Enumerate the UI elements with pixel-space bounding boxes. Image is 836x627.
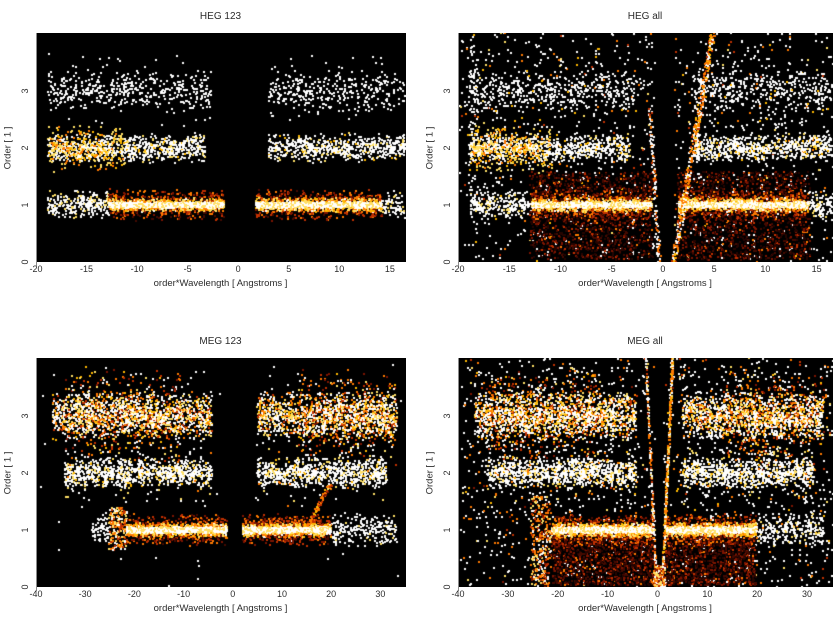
x-tick-label: -5	[183, 264, 192, 274]
x-tick-label: -10	[553, 264, 567, 274]
x-tick-label: 5	[711, 264, 717, 274]
x-tick-label: -15	[80, 264, 94, 274]
panel-title: MEG all	[627, 336, 663, 347]
x-axis-label: order*Wavelength [ Angstroms ]	[153, 278, 288, 289]
x-tick-label: -15	[502, 264, 516, 274]
y-tick-label: 0	[442, 584, 452, 590]
x-tick-label: 0	[235, 264, 241, 274]
panel-meg-all: MEG all Order [ 1 ] order*Wavelength [ A…	[425, 336, 833, 614]
x-tick-label: -30	[501, 589, 515, 599]
y-tick-label: 0	[20, 259, 30, 265]
x-tick-label: 20	[752, 589, 763, 599]
panel-heg-all: HEG all Order [ 1 ] order*Wavelength [ A…	[425, 11, 833, 289]
y-axis-label: Order [ 1 ]	[2, 451, 14, 494]
x-tick-label: -20	[551, 589, 565, 599]
x-tick-label: 10	[334, 264, 345, 274]
y-tick-label: 3	[442, 88, 452, 94]
y-tick-label: 0	[20, 584, 30, 590]
axis-spine	[36, 262, 37, 266]
x-tick-label: 30	[375, 589, 386, 599]
y-axis-label: Order [ 1 ]	[424, 126, 436, 169]
y-axis-label: Order [ 1 ]	[2, 126, 14, 169]
x-tick-label: -30	[78, 589, 92, 599]
x-tick-label: 0	[230, 589, 236, 599]
x-axis-label: order*Wavelength [ Angstroms ]	[578, 278, 712, 289]
x-tick-label: 20	[326, 589, 337, 599]
x-axis-label: order*Wavelength [ Angstroms ]	[153, 603, 288, 614]
axis-spine	[458, 587, 459, 591]
y-tick-label: 1	[20, 527, 30, 533]
y-tick-label: 3	[20, 88, 30, 94]
axis-spine	[458, 262, 459, 266]
heatmap-canvas	[36, 358, 406, 587]
y-tick-label: 1	[20, 202, 30, 208]
axis-spine	[36, 587, 37, 591]
panel-title: HEG all	[627, 11, 663, 22]
x-tick-label: 0	[660, 264, 666, 274]
x-axis-label: order*Wavelength [ Angstroms ]	[578, 603, 712, 614]
x-tick-label: 15	[384, 264, 395, 274]
heatmap-canvas	[458, 358, 833, 587]
heatmap-canvas	[36, 33, 406, 262]
x-tick-label: 5	[286, 264, 292, 274]
panel-meg-123: MEG 123 Order [ 1 ] order*Wavelength [ A…	[3, 336, 406, 614]
y-tick-label: 1	[442, 202, 452, 208]
x-tick-label: 10	[760, 264, 771, 274]
panel-heg-123: HEG 123 Order [ 1 ] order*Wavelength [ A…	[3, 11, 406, 289]
y-tick-label: 2	[442, 470, 452, 476]
x-tick-label: -5	[607, 264, 616, 274]
y-tick-label: 3	[442, 413, 452, 419]
x-tick-label: -10	[177, 589, 191, 599]
x-tick-label: 10	[702, 589, 713, 599]
y-tick-label: 0	[442, 259, 452, 265]
x-tick-label: -10	[130, 264, 144, 274]
y-axis-label: Order [ 1 ]	[424, 451, 436, 494]
panel-title: MEG 123	[199, 336, 242, 347]
x-tick-label: 10	[276, 589, 288, 599]
x-tick-label: 30	[802, 589, 813, 599]
x-tick-label: -20	[127, 589, 141, 599]
y-tick-label: 1	[442, 527, 452, 533]
x-tick-label: 0	[654, 589, 660, 599]
heatmap-canvas	[458, 33, 833, 262]
y-tick-label: 2	[442, 145, 452, 151]
x-tick-label: -10	[601, 589, 615, 599]
y-tick-label: 2	[20, 145, 30, 151]
panel-title: HEG 123	[199, 11, 242, 22]
x-tick-label: 15	[811, 264, 822, 274]
y-tick-label: 2	[20, 470, 30, 476]
y-tick-label: 3	[20, 413, 30, 419]
